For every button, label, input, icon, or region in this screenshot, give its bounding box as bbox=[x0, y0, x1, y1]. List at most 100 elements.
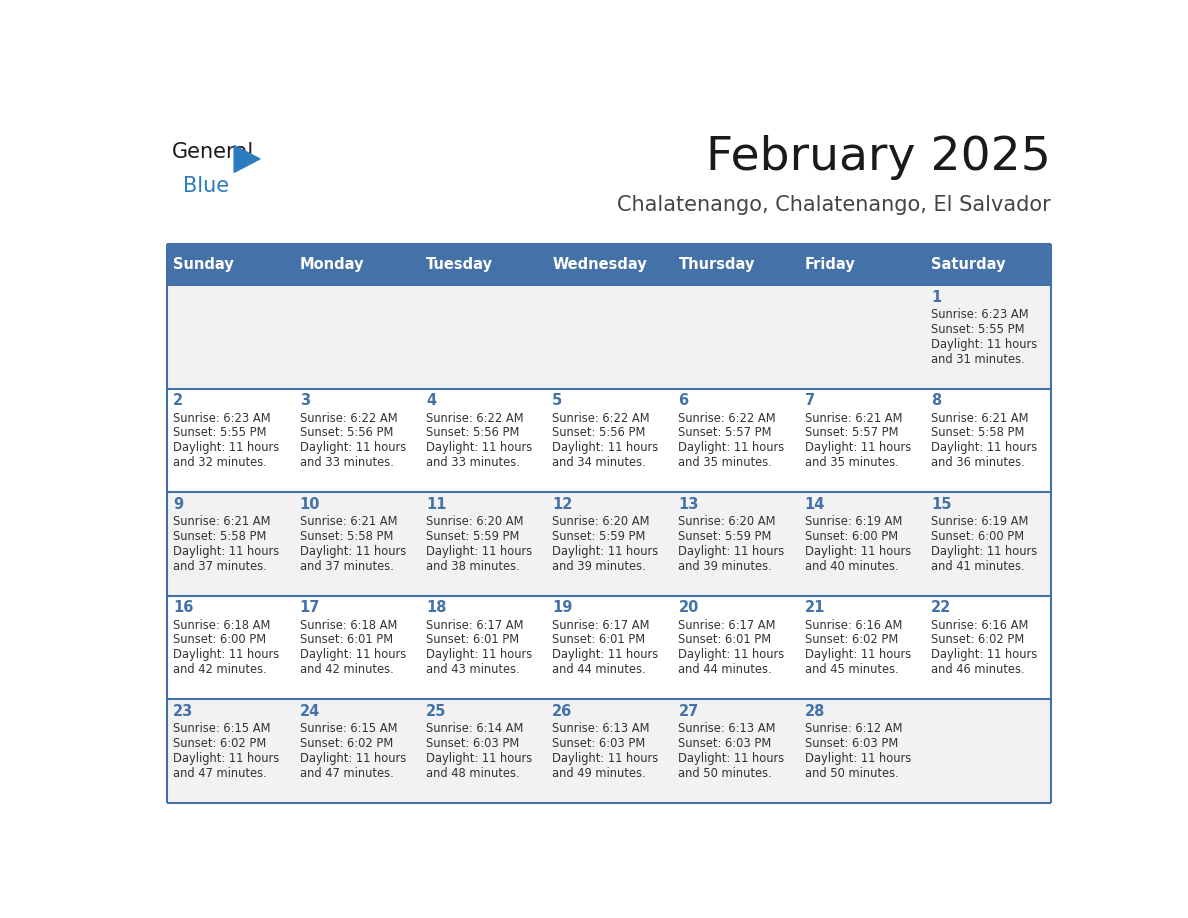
Bar bbox=[293, 700, 419, 803]
Bar bbox=[545, 492, 672, 596]
Text: Sunrise: 6:18 AM: Sunrise: 6:18 AM bbox=[299, 619, 397, 632]
Text: Sunset: 6:03 PM: Sunset: 6:03 PM bbox=[552, 737, 645, 750]
Bar bbox=[672, 285, 798, 389]
Text: and 48 minutes.: and 48 minutes. bbox=[425, 767, 519, 779]
Text: Sunset: 5:55 PM: Sunset: 5:55 PM bbox=[173, 426, 267, 440]
Text: Daylight: 11 hours: Daylight: 11 hours bbox=[425, 648, 532, 661]
Text: and 41 minutes.: and 41 minutes. bbox=[931, 560, 1024, 573]
Text: Sunset: 6:01 PM: Sunset: 6:01 PM bbox=[425, 633, 519, 646]
Text: Sunrise: 6:17 AM: Sunrise: 6:17 AM bbox=[678, 619, 776, 632]
Text: Daylight: 11 hours: Daylight: 11 hours bbox=[299, 648, 406, 661]
Text: Daylight: 11 hours: Daylight: 11 hours bbox=[173, 544, 279, 558]
Bar bbox=[419, 285, 545, 389]
Bar bbox=[166, 700, 293, 803]
Text: 16: 16 bbox=[173, 600, 194, 615]
Text: 17: 17 bbox=[299, 600, 320, 615]
Text: and 42 minutes.: and 42 minutes. bbox=[173, 663, 267, 676]
Text: Sunset: 5:58 PM: Sunset: 5:58 PM bbox=[931, 426, 1024, 440]
Text: Sunrise: 6:23 AM: Sunrise: 6:23 AM bbox=[931, 308, 1029, 321]
Bar bbox=[798, 244, 924, 285]
Text: Saturday: Saturday bbox=[931, 257, 1005, 273]
Bar bbox=[419, 596, 545, 700]
Text: and 45 minutes.: and 45 minutes. bbox=[804, 663, 898, 676]
Text: Sunset: 5:59 PM: Sunset: 5:59 PM bbox=[678, 530, 772, 543]
Text: and 38 minutes.: and 38 minutes. bbox=[425, 560, 519, 573]
Text: Sunset: 5:57 PM: Sunset: 5:57 PM bbox=[678, 426, 772, 440]
Bar bbox=[798, 596, 924, 700]
Text: and 39 minutes.: and 39 minutes. bbox=[678, 560, 772, 573]
Text: Sunrise: 6:12 AM: Sunrise: 6:12 AM bbox=[804, 722, 902, 735]
Text: 9: 9 bbox=[173, 497, 183, 511]
Text: Daylight: 11 hours: Daylight: 11 hours bbox=[931, 442, 1037, 454]
Text: Sunrise: 6:20 AM: Sunrise: 6:20 AM bbox=[678, 515, 776, 528]
Text: Daylight: 11 hours: Daylight: 11 hours bbox=[173, 442, 279, 454]
Bar bbox=[672, 700, 798, 803]
Text: Sunrise: 6:23 AM: Sunrise: 6:23 AM bbox=[173, 411, 271, 424]
Text: Sunset: 6:00 PM: Sunset: 6:00 PM bbox=[173, 633, 266, 646]
Bar bbox=[545, 596, 672, 700]
Text: Sunrise: 6:22 AM: Sunrise: 6:22 AM bbox=[678, 411, 776, 424]
Text: Sunrise: 6:22 AM: Sunrise: 6:22 AM bbox=[425, 411, 524, 424]
Bar bbox=[293, 492, 419, 596]
Text: Sunrise: 6:15 AM: Sunrise: 6:15 AM bbox=[173, 722, 271, 735]
Text: 22: 22 bbox=[931, 600, 952, 615]
Text: Sunrise: 6:16 AM: Sunrise: 6:16 AM bbox=[804, 619, 902, 632]
Bar bbox=[672, 244, 798, 285]
Bar bbox=[293, 596, 419, 700]
Text: 13: 13 bbox=[678, 497, 699, 511]
Text: Sunset: 6:01 PM: Sunset: 6:01 PM bbox=[678, 633, 771, 646]
Text: and 35 minutes.: and 35 minutes. bbox=[804, 456, 898, 469]
Text: 18: 18 bbox=[425, 600, 447, 615]
Text: Sunrise: 6:20 AM: Sunrise: 6:20 AM bbox=[425, 515, 524, 528]
Text: Sunset: 5:57 PM: Sunset: 5:57 PM bbox=[804, 426, 898, 440]
Text: Sunrise: 6:19 AM: Sunrise: 6:19 AM bbox=[804, 515, 902, 528]
Text: and 42 minutes.: and 42 minutes. bbox=[299, 663, 393, 676]
Bar bbox=[672, 389, 798, 492]
Text: 25: 25 bbox=[425, 703, 447, 719]
Bar bbox=[419, 244, 545, 285]
Text: Friday: Friday bbox=[804, 257, 855, 273]
Text: Sunset: 6:03 PM: Sunset: 6:03 PM bbox=[425, 737, 519, 750]
Text: Tuesday: Tuesday bbox=[425, 257, 493, 273]
Text: Sunrise: 6:13 AM: Sunrise: 6:13 AM bbox=[552, 722, 650, 735]
Bar bbox=[924, 596, 1051, 700]
Text: and 34 minutes.: and 34 minutes. bbox=[552, 456, 646, 469]
Text: 4: 4 bbox=[425, 393, 436, 409]
Bar bbox=[798, 700, 924, 803]
Text: Sunset: 5:59 PM: Sunset: 5:59 PM bbox=[552, 530, 645, 543]
Text: and 50 minutes.: and 50 minutes. bbox=[678, 767, 772, 779]
Text: Daylight: 11 hours: Daylight: 11 hours bbox=[425, 442, 532, 454]
Text: 15: 15 bbox=[931, 497, 952, 511]
Bar bbox=[798, 389, 924, 492]
Text: Daylight: 11 hours: Daylight: 11 hours bbox=[552, 442, 658, 454]
Text: 27: 27 bbox=[678, 703, 699, 719]
Text: and 35 minutes.: and 35 minutes. bbox=[678, 456, 772, 469]
Text: Sunset: 5:58 PM: Sunset: 5:58 PM bbox=[299, 530, 393, 543]
Bar bbox=[419, 389, 545, 492]
Text: and 49 minutes.: and 49 minutes. bbox=[552, 767, 646, 779]
Text: Daylight: 11 hours: Daylight: 11 hours bbox=[931, 338, 1037, 351]
Text: Sunrise: 6:21 AM: Sunrise: 6:21 AM bbox=[804, 411, 902, 424]
Bar bbox=[545, 244, 672, 285]
Text: and 47 minutes.: and 47 minutes. bbox=[173, 767, 267, 779]
Text: Daylight: 11 hours: Daylight: 11 hours bbox=[931, 544, 1037, 558]
Text: Daylight: 11 hours: Daylight: 11 hours bbox=[678, 752, 785, 765]
Text: Daylight: 11 hours: Daylight: 11 hours bbox=[931, 648, 1037, 661]
Text: and 37 minutes.: and 37 minutes. bbox=[173, 560, 267, 573]
Text: and 39 minutes.: and 39 minutes. bbox=[552, 560, 646, 573]
Text: 7: 7 bbox=[804, 393, 815, 409]
Bar bbox=[545, 700, 672, 803]
Text: Sunrise: 6:21 AM: Sunrise: 6:21 AM bbox=[931, 411, 1029, 424]
Text: Sunrise: 6:21 AM: Sunrise: 6:21 AM bbox=[173, 515, 271, 528]
Bar bbox=[798, 285, 924, 389]
Text: Wednesday: Wednesday bbox=[552, 257, 647, 273]
Text: Sunset: 6:02 PM: Sunset: 6:02 PM bbox=[804, 633, 898, 646]
Text: Sunset: 5:55 PM: Sunset: 5:55 PM bbox=[931, 323, 1024, 336]
Text: Daylight: 11 hours: Daylight: 11 hours bbox=[804, 442, 911, 454]
Bar bbox=[419, 700, 545, 803]
Text: 11: 11 bbox=[425, 497, 447, 511]
Text: Sunset: 5:58 PM: Sunset: 5:58 PM bbox=[173, 530, 267, 543]
Text: 5: 5 bbox=[552, 393, 562, 409]
Text: Daylight: 11 hours: Daylight: 11 hours bbox=[804, 648, 911, 661]
Text: Daylight: 11 hours: Daylight: 11 hours bbox=[425, 544, 532, 558]
